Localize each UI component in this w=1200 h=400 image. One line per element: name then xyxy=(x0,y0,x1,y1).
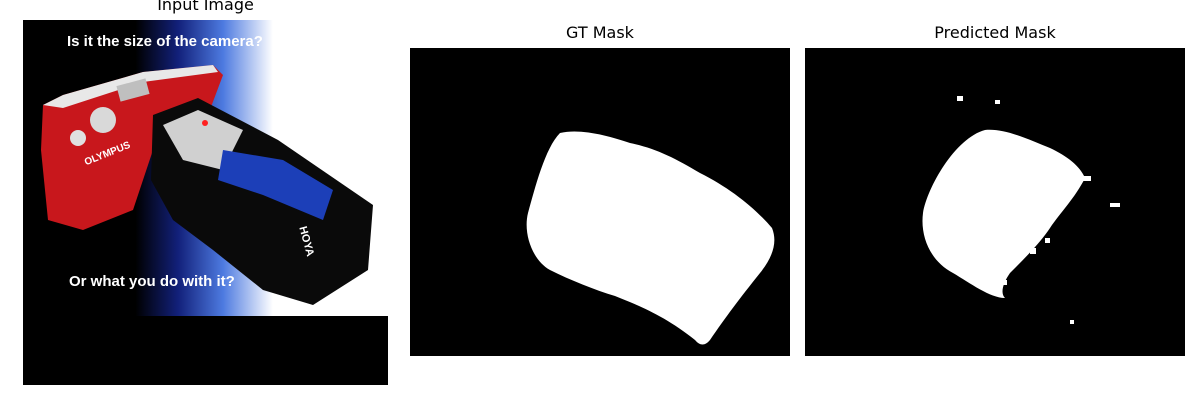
predicted-speckle xyxy=(1000,280,1007,285)
predicted-mask-region xyxy=(922,129,1085,298)
predicted-mask-svg xyxy=(922,96,1120,324)
predicted-speckle xyxy=(1083,176,1091,181)
predicted-speckle xyxy=(1070,320,1074,324)
camera-top-plate xyxy=(43,65,218,108)
predicted-speckle xyxy=(1030,248,1036,254)
mode-dial xyxy=(90,107,116,133)
caption-top: Is it the size of the camera? xyxy=(67,33,263,50)
gt-mask-panel xyxy=(410,48,790,356)
predicted-speckle xyxy=(995,100,1000,104)
predicted-mask-title: Predicted Mask xyxy=(934,23,1056,42)
gt-mask-region xyxy=(526,131,775,345)
predicted-speckle xyxy=(957,96,963,101)
lens-red-dot xyxy=(202,120,208,126)
shutter-button xyxy=(70,130,86,146)
photo-bottom-band xyxy=(23,316,388,385)
predicted-speckle xyxy=(1110,203,1120,207)
input-image-panel: Is it the size of the camera? Or what yo… xyxy=(23,20,388,385)
gt-mask-svg xyxy=(526,131,775,345)
input-image-title: Input Image xyxy=(157,0,254,14)
gt-mask-title: GT Mask xyxy=(566,23,634,42)
caption-bottom: Or what you do with it? xyxy=(69,273,235,290)
input-image-svg xyxy=(23,20,388,385)
predicted-speckle xyxy=(1045,238,1050,243)
predicted-mask-panel xyxy=(805,48,1185,356)
flash-hotshoe xyxy=(116,78,150,102)
lens-blue-band xyxy=(218,150,333,220)
